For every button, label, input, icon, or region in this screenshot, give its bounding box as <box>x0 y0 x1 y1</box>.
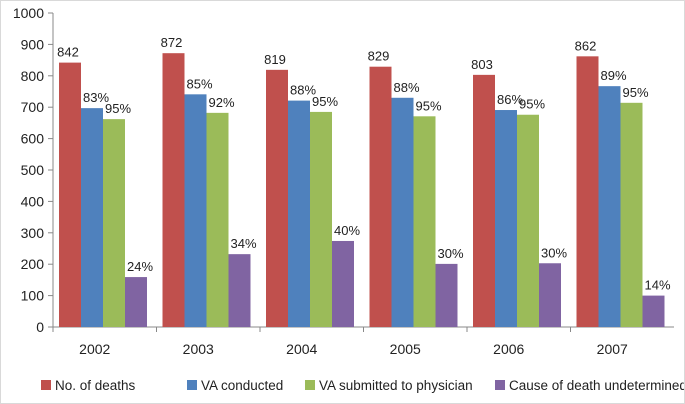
bar-va-conducted-2004 <box>288 100 310 327</box>
bar-va-submitted-to-physician-2005 <box>413 116 436 327</box>
data-label: 24% <box>127 259 153 274</box>
bar-no-of-deaths-2004 <box>266 69 288 328</box>
data-label: 829 <box>368 49 390 64</box>
bar-cause-of-death-undetermined-2007 <box>642 295 665 327</box>
y-tick-label: 400 <box>21 193 45 209</box>
data-labels: 84283%95%24%87285%92%34%81988%95%40%8298… <box>57 35 671 292</box>
data-label: 95% <box>622 85 648 100</box>
bar-no-of-deaths-2002 <box>59 62 81 327</box>
data-label: 34% <box>230 236 256 251</box>
bar-no-of-deaths-2003 <box>162 53 185 327</box>
data-label: 30% <box>437 246 463 261</box>
data-label: 842 <box>57 45 79 60</box>
y-tick-label: 300 <box>21 225 45 241</box>
data-label: 30% <box>541 245 567 260</box>
data-label: 92% <box>208 95 234 110</box>
axes: 0 100 200 300 400 500 600 700 800 900 1000 2002 2003… <box>13 5 674 357</box>
legend-swatch <box>305 380 315 390</box>
data-label: 88% <box>290 83 316 98</box>
bar-va-submitted-to-physician-2004 <box>310 111 332 327</box>
bar-va-conducted-2003 <box>184 94 207 328</box>
bar-cause-of-death-undetermined-2002 <box>125 277 147 327</box>
y-tick-label: 800 <box>21 68 45 84</box>
bar-cause-of-death-undetermined-2005 <box>435 263 458 327</box>
x-category-label: 2003 <box>183 341 214 357</box>
bar-va-conducted-2002 <box>81 108 103 327</box>
y-tick-label: 200 <box>21 256 45 272</box>
y-tick-label: 100 <box>21 288 45 304</box>
data-label: 862 <box>575 38 597 53</box>
data-label: 95% <box>519 97 545 112</box>
data-label: 83% <box>83 90 109 105</box>
bar-cause-of-death-undetermined-2004 <box>332 240 354 327</box>
bar-va-submitted-to-physician-2002 <box>103 119 125 328</box>
bar-va-submitted-to-physician-2006 <box>517 114 539 328</box>
bar-no-of-deaths-2005 <box>369 66 392 327</box>
x-category-label: 2007 <box>597 341 628 357</box>
bar-va-submitted-to-physician-2003 <box>206 112 229 328</box>
bar-no-of-deaths-2007 <box>576 56 599 327</box>
legend-swatch <box>187 380 197 390</box>
y-tick-label: 1000 <box>13 5 44 21</box>
data-label: 95% <box>415 98 441 113</box>
data-label: 86% <box>497 92 523 107</box>
bars <box>59 53 665 328</box>
legend-label: No. of deaths <box>55 378 136 393</box>
x-category-label: 2002 <box>79 341 110 357</box>
data-label: 40% <box>334 223 360 238</box>
legend: No. of deaths VA conducted VA submitted to… <box>41 378 684 393</box>
data-label: 85% <box>186 76 212 91</box>
y-tick-label: 900 <box>21 36 45 52</box>
legend-swatch <box>41 380 51 390</box>
bar-no-of-deaths-2006 <box>473 74 495 327</box>
data-label: 95% <box>105 101 131 116</box>
x-category-label: 2004 <box>286 341 317 357</box>
y-tick-label: 0 <box>36 319 44 335</box>
legend-swatch <box>495 380 505 390</box>
bar-cause-of-death-undetermined-2003 <box>228 254 251 327</box>
data-label: 803 <box>471 57 493 72</box>
y-tick-label: 500 <box>21 162 45 178</box>
bar-va-conducted-2007 <box>598 86 621 327</box>
y-tick-label: 600 <box>21 131 45 147</box>
legend-label: VA conducted <box>201 378 283 393</box>
y-tick-label: 700 <box>21 99 45 115</box>
legend-label: VA submitted to physician <box>319 378 473 393</box>
bar-va-conducted-2006 <box>495 110 517 327</box>
data-label: 872 <box>161 35 183 50</box>
data-label: 88% <box>393 80 419 95</box>
x-category-label: 2005 <box>390 341 421 357</box>
data-label: 14% <box>644 278 670 293</box>
data-label: 95% <box>312 94 338 109</box>
bar-va-conducted-2005 <box>391 97 414 327</box>
bar-va-submitted-to-physician-2007 <box>620 102 643 327</box>
bar-cause-of-death-undetermined-2006 <box>539 263 561 327</box>
data-label: 819 <box>264 52 286 67</box>
data-label: 89% <box>600 68 626 83</box>
x-category-label: 2006 <box>493 341 524 357</box>
legend-label: Cause of death undetermined <box>509 378 684 393</box>
